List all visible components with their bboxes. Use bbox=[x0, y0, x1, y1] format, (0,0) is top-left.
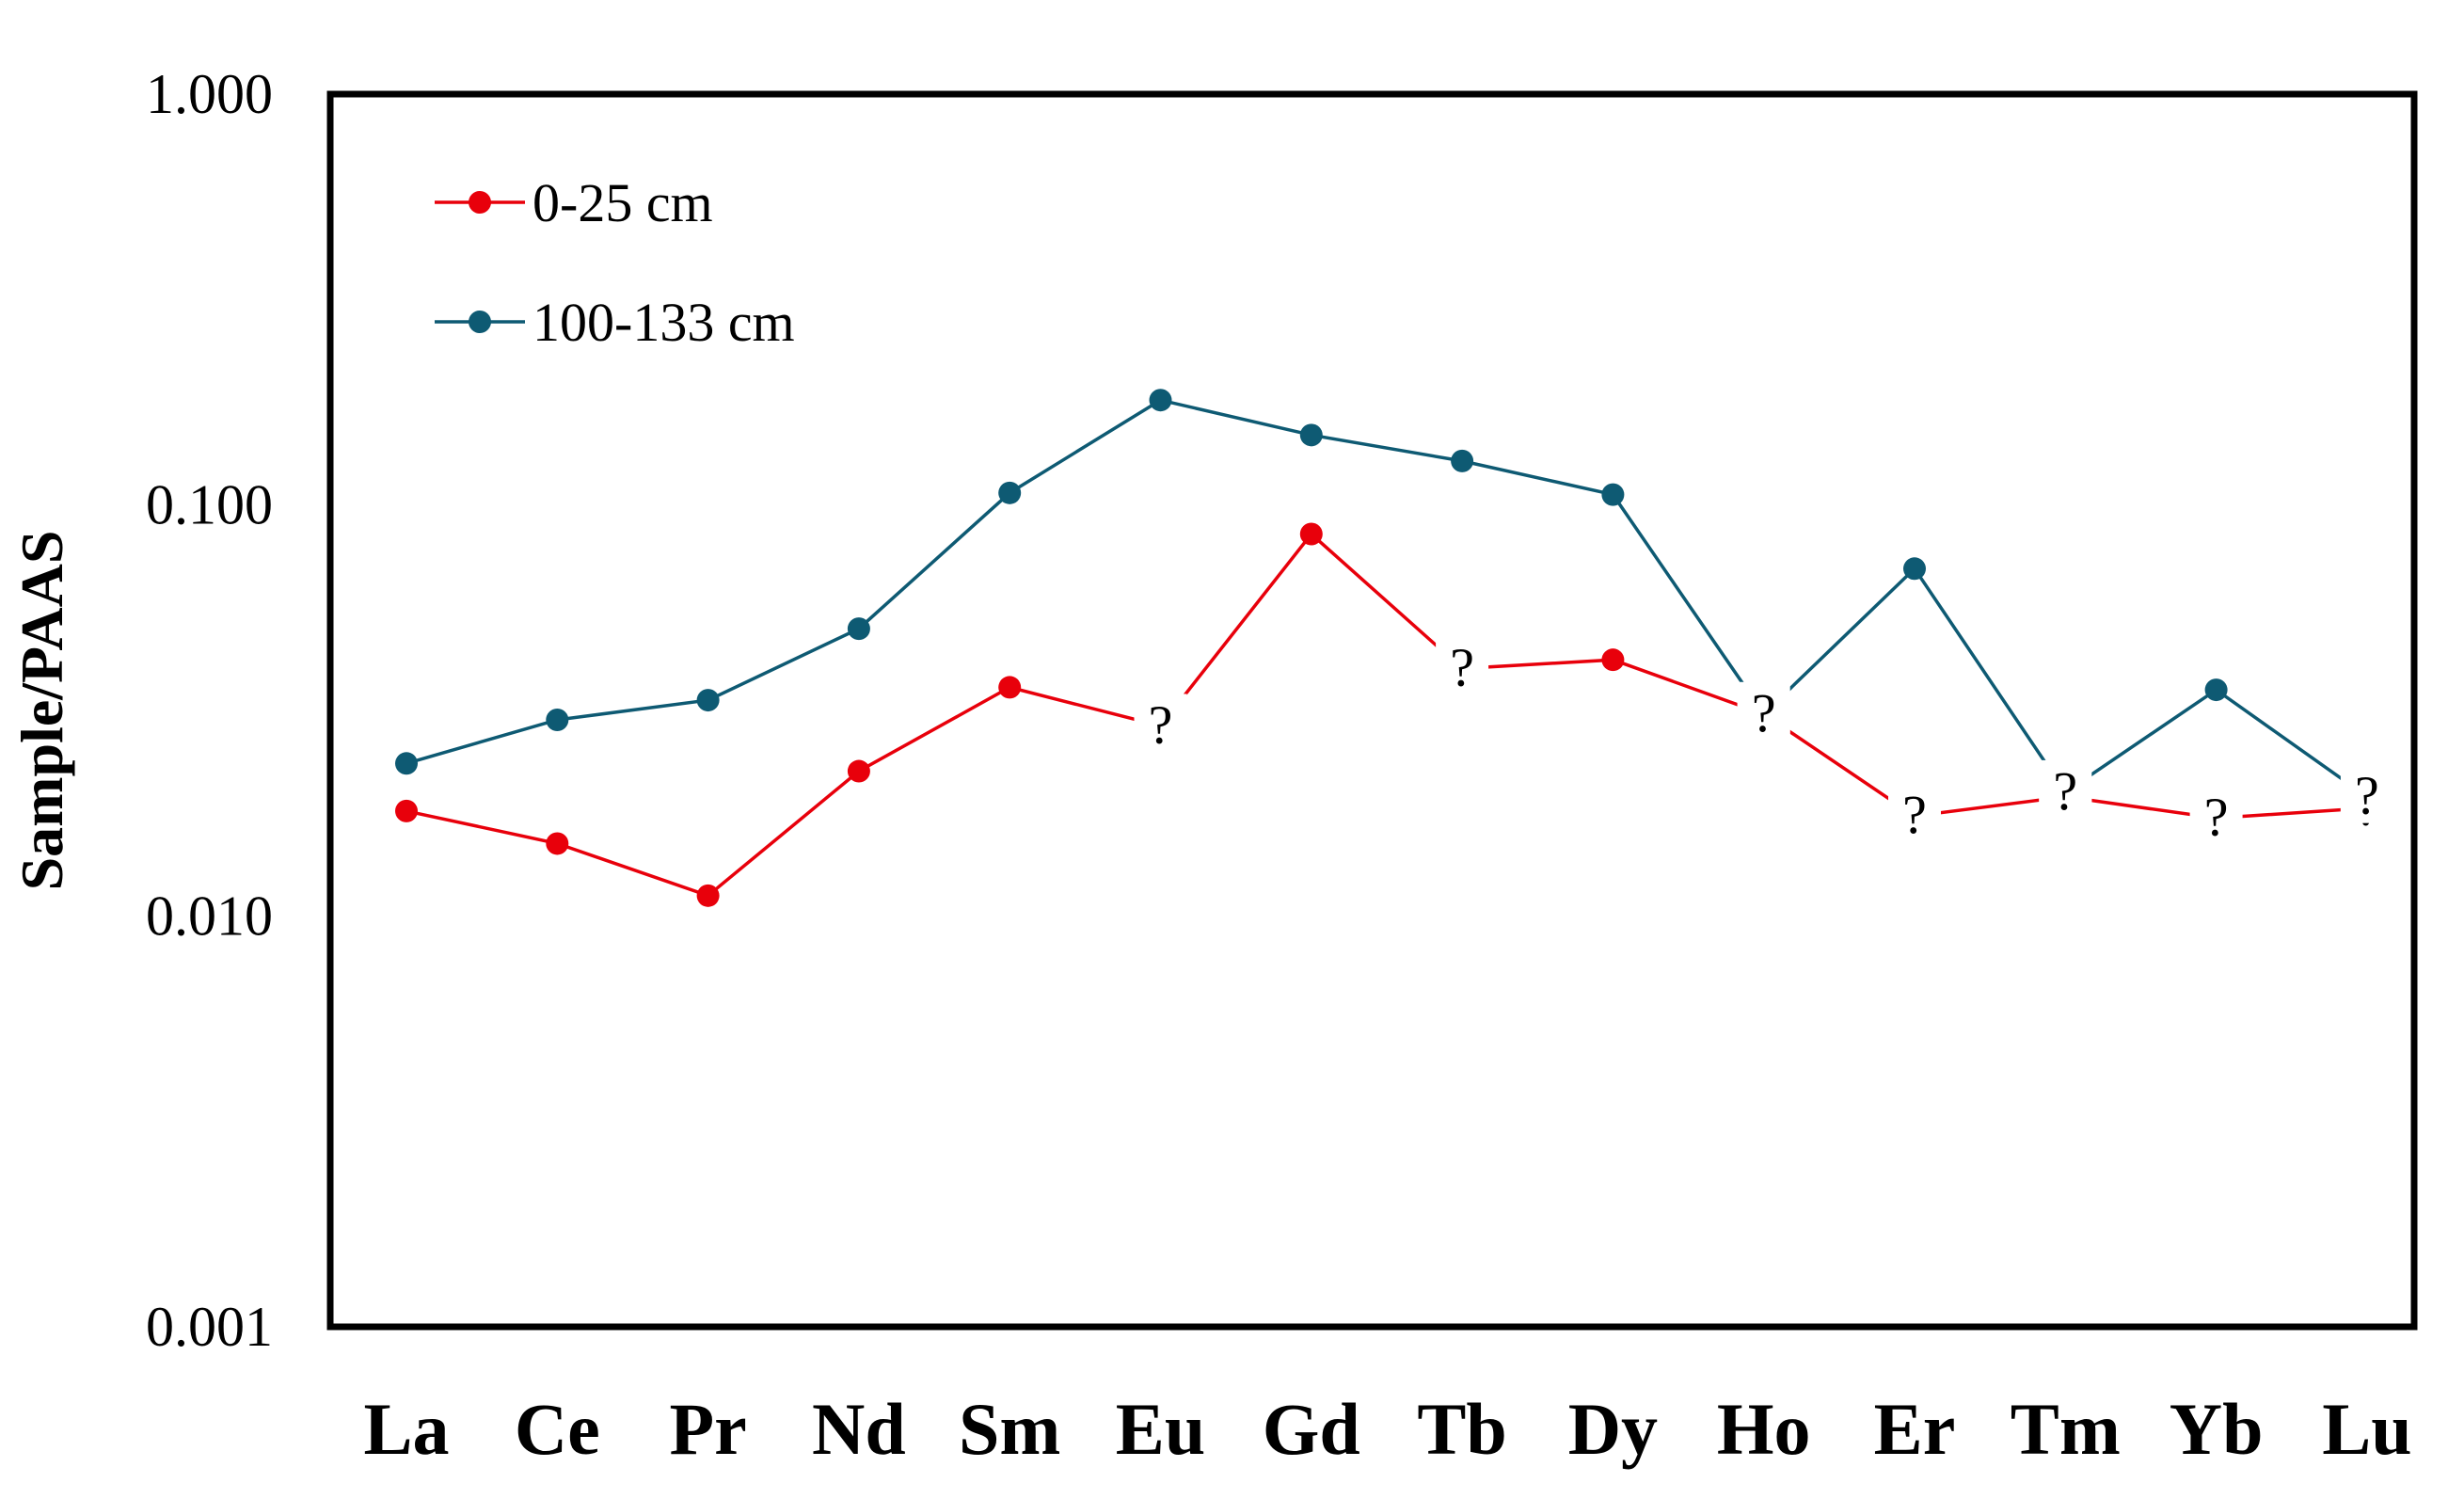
uncertain-marker-bg bbox=[2039, 759, 2092, 819]
x-category-label: La bbox=[363, 1388, 449, 1470]
x-category-label: Pr bbox=[669, 1388, 746, 1470]
legend-label: 0-25 cm bbox=[533, 172, 713, 233]
data-point bbox=[998, 481, 1022, 504]
x-category-label: Nd bbox=[812, 1388, 906, 1470]
legend-label: 100-133 cm bbox=[533, 292, 795, 353]
data-point bbox=[2204, 678, 2228, 702]
series-2: ??? bbox=[395, 389, 2393, 826]
uncertain-marker-bg bbox=[1436, 636, 1489, 695]
data-point bbox=[847, 617, 870, 641]
uncertain-marker: ? bbox=[2355, 765, 2379, 826]
y-tick-label: 0.001 bbox=[146, 1296, 273, 1358]
x-category-label: Gd bbox=[1263, 1388, 1360, 1470]
data-point bbox=[1903, 557, 1926, 581]
x-category-label: Tm bbox=[2011, 1388, 2121, 1470]
plot-frame bbox=[326, 90, 2418, 1331]
uncertain-marker-bg bbox=[1737, 681, 1790, 741]
x-category-label: Tb bbox=[1417, 1388, 1506, 1470]
data-point bbox=[546, 708, 569, 731]
data-point bbox=[546, 832, 569, 855]
uncertain-marker: ? bbox=[2053, 760, 2077, 821]
x-category-label: Eu bbox=[1116, 1388, 1205, 1470]
uncertain-marker-bg bbox=[2189, 786, 2243, 845]
uncertain-marker: ? bbox=[1902, 784, 1927, 845]
y-tick-label: 1.000 bbox=[146, 63, 273, 125]
y-tick-label: 0.010 bbox=[146, 885, 273, 947]
uncertain-marker-bg bbox=[1888, 784, 1941, 843]
data-point bbox=[395, 752, 418, 775]
data-point bbox=[1451, 449, 1474, 472]
x-category-label: Dy bbox=[1568, 1388, 1658, 1470]
data-point bbox=[1299, 522, 1323, 546]
x-category-label: Ce bbox=[515, 1388, 600, 1470]
series-line bbox=[405, 398, 2368, 799]
legend-item: 0-25 cm bbox=[435, 172, 713, 233]
uncertain-marker: ? bbox=[2204, 786, 2229, 847]
legend-item: 100-133 cm bbox=[435, 292, 795, 353]
y-axis-title: Sample/PAAS bbox=[8, 531, 75, 891]
series-layer: ?????????? bbox=[395, 389, 2393, 907]
data-point bbox=[1299, 423, 1323, 447]
uncertain-marker: ? bbox=[1752, 682, 1776, 743]
data-point bbox=[395, 799, 418, 822]
data-point bbox=[1601, 483, 1625, 506]
data-point bbox=[1149, 389, 1172, 412]
uncertain-marker: ? bbox=[1450, 636, 1474, 697]
uncertain-marker-bg bbox=[2340, 764, 2393, 823]
data-point bbox=[847, 759, 870, 783]
y-axis-ticks: 0.001 0.010 0.100 1.000 bbox=[146, 63, 273, 1358]
x-category-label: Sm bbox=[959, 1388, 1060, 1470]
uncertain-marker: ? bbox=[1149, 694, 1173, 755]
x-axis-categories: La Ce Pr Nd Sm Eu Gd Tb Dy Ho Er Tm Yb Lu bbox=[363, 1388, 2411, 1470]
y-tick-label: 0.100 bbox=[146, 474, 273, 536]
x-category-label: Ho bbox=[1717, 1388, 1811, 1470]
legend: 0-25 cm 100-133 cm bbox=[435, 172, 795, 353]
data-point bbox=[1601, 648, 1625, 672]
data-point bbox=[696, 884, 720, 907]
legend-marker bbox=[469, 311, 491, 333]
data-point bbox=[696, 689, 720, 712]
x-category-label: Yb bbox=[2170, 1388, 2264, 1470]
x-category-label: Er bbox=[1874, 1388, 1956, 1470]
x-category-label: Lu bbox=[2322, 1388, 2411, 1470]
data-point bbox=[998, 676, 1022, 699]
uncertain-marker-bg bbox=[1134, 694, 1187, 753]
legend-marker bbox=[469, 191, 491, 214]
